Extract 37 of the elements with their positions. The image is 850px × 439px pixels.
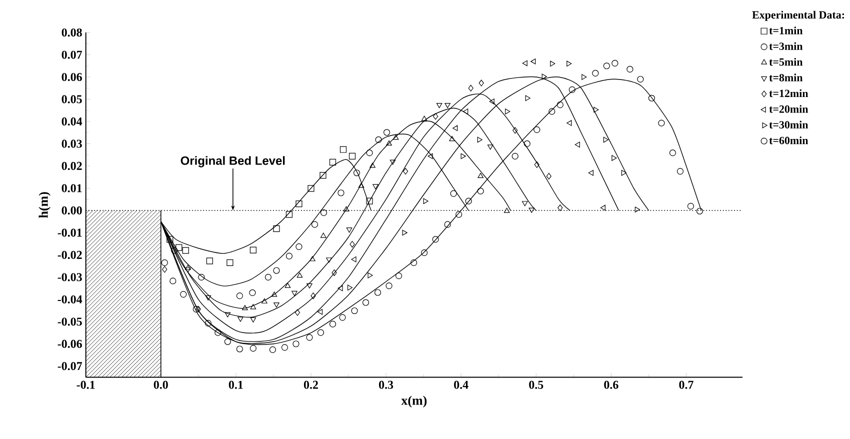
- y-tick-label: -0.05: [58, 318, 82, 326]
- x-tick-label: 0.0: [154, 380, 168, 389]
- x-tick-label: 0.5: [529, 380, 544, 389]
- y-tick-label: -0.06: [58, 340, 82, 348]
- annotation: Original Bed Level: [180, 156, 285, 168]
- y-tick-label: 0.06: [62, 72, 82, 82]
- y-tick-label: 0.08: [62, 28, 82, 37]
- y-tick-label: 0.02: [62, 162, 82, 170]
- legend-label: t=3min: [769, 42, 803, 50]
- y-tick-label: 0.07: [62, 50, 82, 59]
- y-tick-label: 0.00: [62, 206, 82, 214]
- x-tick-label: 0.7: [679, 380, 694, 389]
- y-tick-label: -0.03: [58, 273, 82, 282]
- y-tick-label: -0.07: [58, 362, 82, 370]
- x-tick-label: -0.1: [76, 380, 95, 389]
- y-tick-label: 0.03: [62, 140, 82, 148]
- legend-label: t=8min: [769, 74, 803, 82]
- y-tick-label: -0.02: [58, 250, 82, 259]
- legend-label: t=12min: [769, 89, 808, 98]
- legend-label: t=5min: [769, 58, 803, 66]
- y-axis-title: h(m): [38, 192, 51, 218]
- legend-label: t=1min: [769, 26, 803, 34]
- x-tick-label: 0.4: [454, 380, 468, 389]
- x-tick-label: 0.2: [304, 380, 318, 389]
- y-tick-label: -0.04: [58, 295, 82, 304]
- x-tick-label: 0.1: [228, 380, 243, 389]
- y-tick-label: -0.01: [58, 228, 82, 237]
- x-tick-label: 0.3: [378, 380, 394, 389]
- legend-title: Experimental Data:: [752, 10, 844, 21]
- y-tick-label: 0.01: [62, 184, 82, 192]
- legend-label: t=30min: [769, 120, 808, 128]
- y-tick-label: 0.04: [62, 117, 82, 126]
- legend-label: t=20min: [769, 105, 808, 113]
- x-axis-title: x(m): [401, 396, 427, 408]
- y-tick-label: 0.05: [62, 95, 82, 104]
- legend-label: t=60min: [769, 136, 808, 144]
- x-tick-label: 0.6: [604, 380, 618, 389]
